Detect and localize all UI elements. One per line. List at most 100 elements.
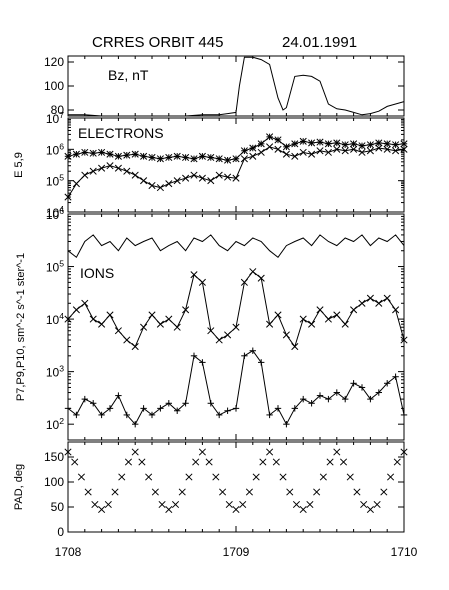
data-point-x — [190, 271, 198, 279]
data-point-x — [308, 320, 316, 328]
series-2 — [64, 143, 408, 201]
data-point-x — [71, 458, 79, 466]
data-point-x — [131, 448, 139, 456]
y-tick-label: 80 — [51, 103, 65, 117]
data-point-x — [274, 145, 282, 153]
data-point-x — [266, 448, 274, 456]
data-point-x — [392, 306, 400, 314]
data-point-x — [274, 311, 282, 319]
y-tick-label: 150 — [44, 450, 64, 464]
panel-pad: 0 50 100 150 PAD, deg — [13, 441, 408, 539]
data-point-x — [98, 164, 106, 172]
data-point-x — [387, 473, 395, 481]
data-point-x — [360, 500, 368, 509]
data-point-x — [383, 294, 391, 302]
data-point-x — [89, 167, 97, 175]
data-point-x — [207, 177, 215, 185]
data-point-x — [249, 152, 257, 160]
data-point-x — [124, 458, 133, 466]
data-point-x — [257, 274, 265, 282]
data-point-x — [366, 294, 374, 302]
panels: 80 100 120 Bz, nT 104 105 106 107 ELECTRONS E 5,9… — [13, 55, 408, 539]
data-point-x — [366, 505, 374, 514]
data-point-x — [106, 311, 114, 319]
data-point-x — [185, 473, 193, 481]
data-point-x — [341, 147, 349, 155]
data-point-x — [358, 148, 366, 156]
data-point-x — [291, 343, 299, 351]
data-point-x — [215, 336, 223, 344]
data-point-x — [316, 306, 324, 314]
series-line — [67, 270, 405, 348]
series-line — [67, 350, 405, 426]
data-point-x — [339, 458, 348, 466]
data-point-x — [279, 473, 287, 481]
data-point-x — [286, 488, 294, 496]
panel-label: ELECTRONS — [78, 125, 164, 141]
panel-bz: 80 100 120 Bz, nT — [44, 55, 405, 117]
y-tick-label: 105 — [46, 173, 64, 189]
data-point-x — [358, 299, 366, 307]
data-point-x — [219, 488, 227, 496]
panel-frame — [67, 55, 405, 117]
data-point-x — [156, 320, 164, 328]
data-point-x — [341, 320, 349, 328]
panel-electrons: 104 105 106 107 ELECTRONS E 5,9 — [13, 110, 408, 220]
y-tick-label: 104 — [46, 204, 64, 220]
data-point-x — [77, 473, 85, 481]
data-point-x — [232, 174, 240, 182]
y-axis-label: P7,P9,P10, sm^-2 s^-1 ster^-1 — [15, 253, 27, 401]
data-point-x — [173, 177, 181, 185]
data-point-x — [375, 299, 383, 307]
data-point-x — [123, 336, 131, 344]
data-point-x — [299, 315, 307, 323]
data-point-x — [299, 505, 307, 514]
data-point-x — [156, 184, 164, 192]
data-point-x — [225, 500, 233, 509]
data-point-x — [257, 148, 265, 156]
data-point-x — [89, 315, 97, 323]
panel-label: Bz, nT — [108, 67, 149, 83]
data-point-x — [205, 458, 213, 466]
data-point-x — [198, 278, 206, 286]
panel-ions: 102 103 104 105 106 IONS P7,P9,P10, sm^-2 s^-1… — [15, 206, 408, 441]
data-point-x — [148, 181, 156, 190]
data-point-x — [111, 488, 119, 496]
data-point-x — [131, 171, 139, 179]
data-point-x — [400, 336, 408, 344]
data-point-x — [353, 488, 361, 496]
data-point-x — [232, 505, 240, 514]
data-point-x — [114, 327, 122, 335]
data-point-x — [383, 145, 391, 153]
y-axis-label: PAD, deg — [13, 464, 25, 510]
data-point-x — [215, 171, 223, 179]
data-point-x — [198, 174, 206, 182]
data-point-x — [72, 180, 80, 188]
data-point-x — [158, 500, 166, 509]
data-point-x — [306, 500, 314, 509]
x-axis-tick-labels: 1708 1709 1710 — [55, 545, 418, 559]
y-axis-label: E 5,9 — [13, 152, 25, 178]
y-tick-label: 103 — [46, 364, 64, 380]
data-point-x — [240, 278, 248, 286]
data-point-x — [299, 148, 307, 156]
data-point-x — [81, 171, 89, 179]
data-point-x — [114, 164, 122, 172]
data-point-x — [292, 500, 301, 509]
data-point-x — [232, 323, 240, 331]
data-point-x — [165, 315, 173, 323]
data-point-x — [131, 343, 139, 351]
panel-frame — [67, 441, 405, 533]
y-tick-label: 106 — [46, 206, 64, 222]
data-point-x — [91, 500, 99, 509]
data-point-x — [171, 500, 180, 509]
figure-title: CRRES ORBIT 445 — [92, 34, 223, 51]
data-point-x — [145, 473, 153, 481]
data-point-x — [207, 327, 215, 335]
y-tick-label: 100 — [44, 79, 64, 93]
data-point-x — [350, 145, 358, 153]
y-tick-label: 120 — [44, 55, 64, 69]
y-tick-label: 100 — [44, 475, 64, 489]
data-point-x — [98, 320, 106, 328]
data-point-x — [373, 500, 381, 509]
